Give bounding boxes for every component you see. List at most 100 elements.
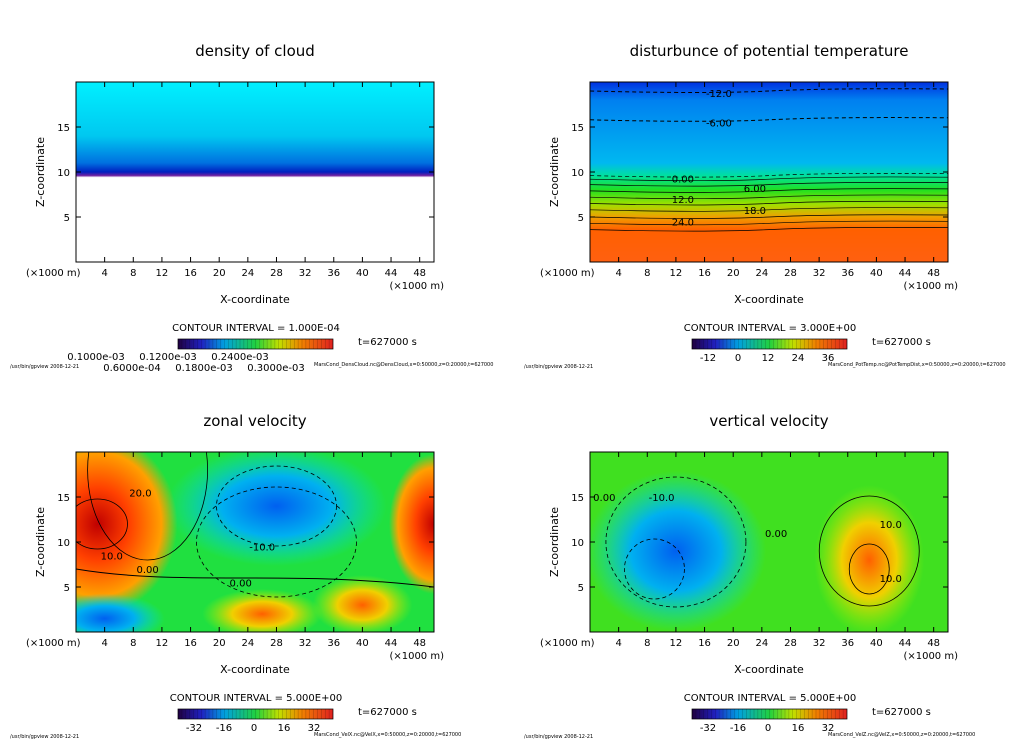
contour-interval: CONTOUR INTERVAL = 1.000E-04 — [172, 323, 340, 334]
colorbar-label: 0 — [735, 353, 741, 364]
chart-title: disturbunce of potential temperature — [630, 42, 909, 60]
field — [590, 82, 948, 262]
x-tick-label: 32 — [299, 638, 312, 649]
contour-line — [87, 452, 208, 561]
contour-line — [590, 214, 948, 219]
contour-line — [76, 498, 128, 550]
x-tick-label: 28 — [784, 268, 797, 279]
contour-interval: CONTOUR INTERVAL = 5.000E+00 — [684, 693, 856, 704]
x-tick-label: 40 — [356, 268, 369, 279]
x-tick-label: 4 — [101, 268, 107, 279]
footer-right: MarsCond_VelX.nc@VelX,x=0:50000,z=0:2000… — [314, 732, 461, 738]
contour-label: 0.00 — [230, 579, 252, 590]
contour-line — [590, 200, 948, 206]
contour-label: 0.00 — [765, 529, 787, 540]
field-fill — [76, 82, 434, 262]
x-axis-label: X-coordinate — [220, 663, 290, 676]
contour-label: 0.00 — [136, 565, 158, 576]
contour-line — [624, 538, 685, 600]
x-tick-label: 16 — [184, 268, 197, 279]
x-tick-label: 44 — [385, 638, 398, 649]
contour-label: 24.0 — [672, 218, 694, 229]
contour-line — [196, 486, 357, 598]
colorbar-label: -12 — [700, 353, 716, 364]
y-tick-label: 15 — [571, 123, 584, 134]
chart-title: density of cloud — [195, 42, 315, 60]
colorbar-label: 24 — [792, 353, 805, 364]
contour-line — [605, 476, 747, 608]
footer-left-1: /usr/bin/gpview 2008-12-21 — [10, 364, 79, 370]
x-tick-label: 40 — [870, 638, 883, 649]
contour-label: 6.00 — [744, 184, 766, 195]
contour-line — [848, 543, 890, 595]
x-tick-label: 36 — [327, 268, 340, 279]
contour-line — [590, 194, 948, 200]
colorbar-label: 0.3000e-03 — [247, 363, 304, 374]
y-tick-label: 5 — [64, 213, 70, 224]
field-fill — [590, 82, 948, 262]
panel-1: disturbunce of potential temperature -12.… — [540, 42, 1006, 368]
x-axis-label: X-coordinate — [734, 663, 804, 676]
contour-line — [590, 188, 948, 193]
contour-label: 12.0 — [672, 195, 694, 206]
x-tick-label: 40 — [870, 268, 883, 279]
chart-title: vertical velocity — [709, 412, 828, 430]
x-tick-label: 28 — [270, 268, 283, 279]
x-tick-label: 12 — [670, 638, 683, 649]
colorbar-label: -32 — [186, 723, 202, 734]
y-tick-label: 10 — [571, 168, 584, 179]
contour-line — [590, 207, 948, 212]
footer-right: MarsCond_DensCloud.nc@DensCloud,x=0:5000… — [314, 362, 493, 368]
y-tick-label: 5 — [578, 583, 584, 594]
footer-right: MarsCond_PotTemp.nc@PotTempDist,x=0:5000… — [828, 362, 1006, 368]
contour-line — [590, 220, 948, 226]
contour-line — [216, 465, 337, 547]
x-tick-label: 16 — [184, 638, 197, 649]
contour-label: 18.0 — [744, 206, 766, 217]
x-tick-label: 48 — [413, 638, 426, 649]
colorbar-label: -16 — [216, 723, 232, 734]
x-axis-label: X-coordinate — [220, 293, 290, 306]
x-tick-label: 28 — [270, 638, 283, 649]
x-tick-label: 12 — [156, 638, 169, 649]
contour-label: 10.0 — [101, 552, 123, 563]
x-unit-left: (×1000 m) — [540, 638, 595, 649]
contour-label: -6.00 — [706, 119, 732, 130]
colorbar-label: 16 — [792, 723, 805, 734]
colorbar-label: 0.6000e-04 — [103, 363, 160, 374]
x-tick-label: 36 — [327, 638, 340, 649]
x-tick-label: 8 — [130, 638, 136, 649]
colorbar-label: 0 — [765, 723, 771, 734]
footer-left-3: /usr/bin/gpview 2008-12-21 — [10, 734, 79, 740]
x-tick-label: 32 — [299, 268, 312, 279]
x-tick-label: 24 — [241, 268, 254, 279]
colorbar-label: -16 — [730, 723, 746, 734]
x-tick-label: 4 — [101, 638, 107, 649]
colorbar-label: 32 — [308, 723, 321, 734]
time-label: t=627000 s — [358, 707, 417, 718]
x-tick-label: 20 — [727, 638, 740, 649]
x-unit-left: (×1000 m) — [26, 638, 81, 649]
contour-line — [590, 88, 948, 93]
y-tick-label: 5 — [64, 583, 70, 594]
x-unit-left: (×1000 m) — [540, 268, 595, 279]
contour-label: 10.0 — [880, 574, 902, 585]
x-unit-right: (×1000 m) — [389, 651, 444, 662]
x-tick-label: 48 — [413, 268, 426, 279]
x-tick-label: 48 — [927, 268, 940, 279]
time-label: t=627000 s — [358, 337, 417, 348]
x-tick-label: 12 — [670, 268, 683, 279]
x-tick-label: 24 — [241, 638, 254, 649]
contour-line — [590, 182, 948, 187]
colorbar-label: 36 — [822, 353, 835, 364]
colorbar-label: 0.1000e-03 — [67, 352, 124, 363]
x-tick-label: 48 — [927, 638, 940, 649]
x-tick-label: 16 — [698, 268, 711, 279]
x-tick-label: 44 — [899, 268, 912, 279]
x-tick-label: 36 — [841, 638, 854, 649]
field — [590, 452, 948, 632]
x-tick-label: 32 — [813, 638, 826, 649]
